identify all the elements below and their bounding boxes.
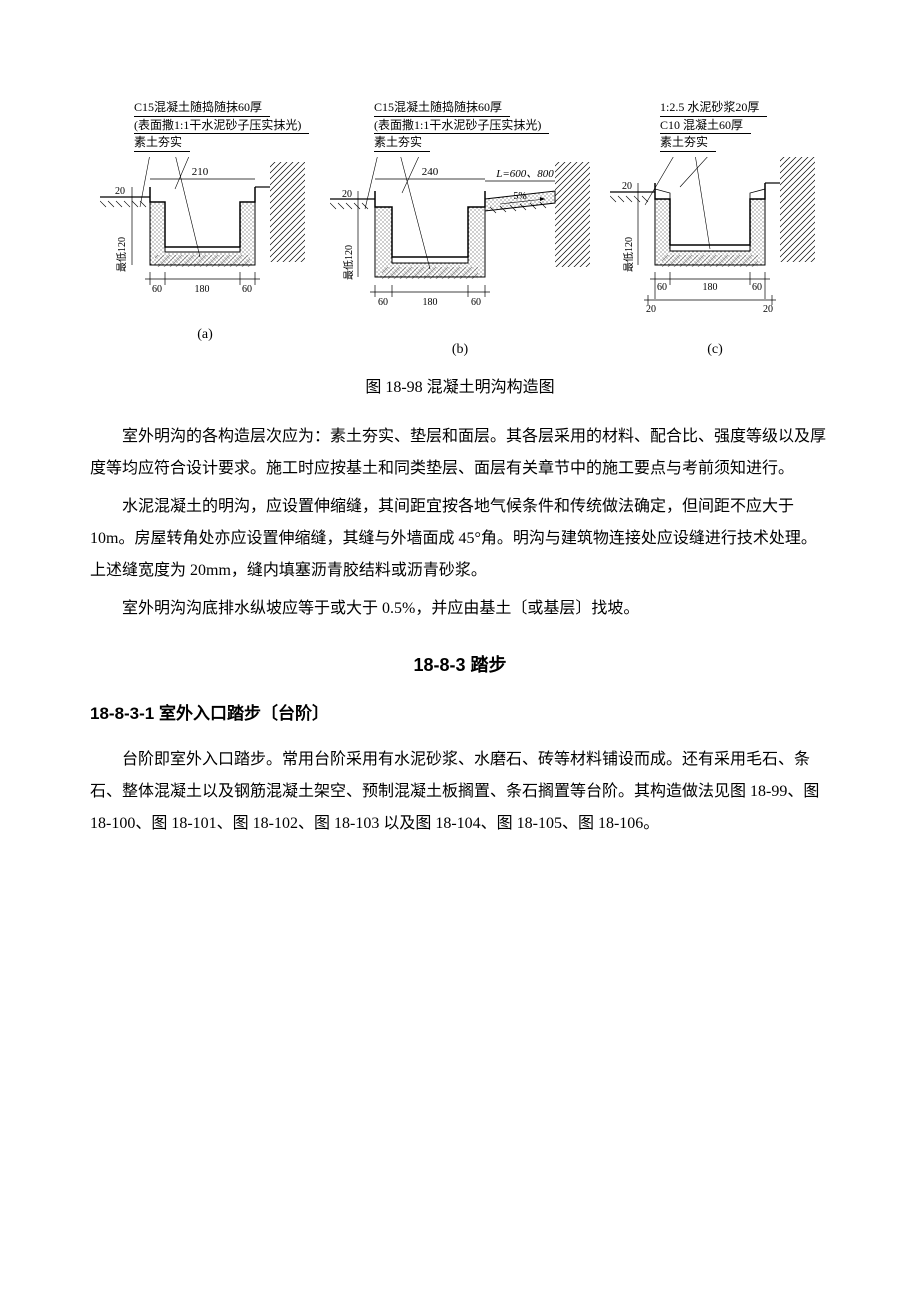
svg-text:60: 60 <box>657 282 667 293</box>
svg-text:240: 240 <box>422 166 439 178</box>
svg-text:20: 20 <box>646 304 656 315</box>
svg-text:20: 20 <box>763 304 773 315</box>
svg-text:180: 180 <box>195 284 210 295</box>
svg-text:60: 60 <box>242 284 252 295</box>
label-line: (表面撒1:1干水泥砂子压实抹光) <box>374 118 549 135</box>
subsection-paragraph: 台阶即室外入口踏步。常用台阶采用有水泥砂浆、水磨石、砖等材料铺设而成。还有采用毛… <box>90 744 830 840</box>
label-line: C15混凝土随捣随抹60厚 <box>134 100 270 117</box>
diagram-c-svg: 20 最低120 60 180 60 20 20 <box>610 157 820 333</box>
paragraph-1: 室外明沟的各构造层次应为：素土夯实、垫层和面层。其各层采用的材料、配合比、强度等… <box>90 421 830 485</box>
figure-diagrams: C15混凝土随捣随抹60厚 (表面撒1:1干水泥砂子压实抹光) 素土夯实 <box>90 100 830 362</box>
subsection-heading: 18-8-3-1 室外入口踏步〔台阶〕 <box>90 699 830 730</box>
diagram-a-labels: C15混凝土随捣随抹60厚 (表面撒1:1干水泥砂子压实抹光) 素土夯实 <box>90 100 320 153</box>
svg-text:180: 180 <box>703 282 718 293</box>
diagram-a: C15混凝土随捣随抹60厚 (表面撒1:1干水泥砂子压实抹光) 素土夯实 <box>90 100 320 362</box>
label-line: C15混凝土随捣随抹60厚 <box>374 100 510 117</box>
paragraph-2: 水泥混凝土的明沟，应设置伸缩缝，其间距宜按各地气候条件和传统做法确定，但间距不应… <box>90 491 830 587</box>
diagram-c: 1:2.5 水泥砂浆20厚 C10 混凝土60厚 素土夯实 <box>600 100 830 362</box>
diagram-b-labels: C15混凝土随捣随抹60厚 (表面撒1:1干水泥砂子压实抹光) 素土夯实 <box>330 100 590 153</box>
diagram-a-svg: 210 20 最低120 6 <box>100 157 310 318</box>
svg-text:5%: 5% <box>513 191 526 202</box>
dim-side2: 最低120 <box>115 237 128 272</box>
svg-text:60: 60 <box>378 297 388 308</box>
label-line: (表面撒1:1干水泥砂子压实抹光) <box>134 118 309 135</box>
svg-text:20: 20 <box>622 181 632 192</box>
paragraph-3: 室外明沟沟底排水纵坡应等于或大于 0.5%，并应由基土〔或基层〕找坡。 <box>90 593 830 625</box>
svg-text:最低120: 最低120 <box>342 245 355 280</box>
dim-top: 210 <box>192 166 209 178</box>
svg-text:60: 60 <box>471 297 481 308</box>
label-line: 素土夯实 <box>374 135 430 152</box>
svg-text:L=600、800: L=600、800 <box>495 168 554 180</box>
figure-caption: 图 18-98 混凝土明沟构造图 <box>90 374 830 403</box>
section-heading: 18-8-3 踏步 <box>90 649 830 681</box>
dim-side1: 20 <box>115 186 125 197</box>
label-line: 素土夯实 <box>134 135 190 152</box>
label-line: C10 混凝土60厚 <box>660 118 751 135</box>
diagram-b-caption: (b) <box>452 337 468 362</box>
diagram-a-caption: (a) <box>197 322 213 347</box>
diagram-b: C15混凝土随捣随抹60厚 (表面撒1:1干水泥砂子压实抹光) 素土夯实 L=6… <box>330 100 590 362</box>
label-line: 1:2.5 水泥砂浆20厚 <box>660 100 767 117</box>
label-line: 素土夯实 <box>660 135 716 152</box>
svg-text:60: 60 <box>152 284 162 295</box>
svg-text:20: 20 <box>342 189 352 200</box>
svg-text:60: 60 <box>752 282 762 293</box>
diagram-c-labels: 1:2.5 水泥砂浆20厚 C10 混凝土60厚 素土夯实 <box>600 100 830 153</box>
diagram-c-caption: (c) <box>707 337 723 362</box>
svg-text:最低120: 最低120 <box>622 237 635 272</box>
svg-text:180: 180 <box>423 297 438 308</box>
diagram-b-svg: L=600、800 5% 240 <box>330 157 590 333</box>
